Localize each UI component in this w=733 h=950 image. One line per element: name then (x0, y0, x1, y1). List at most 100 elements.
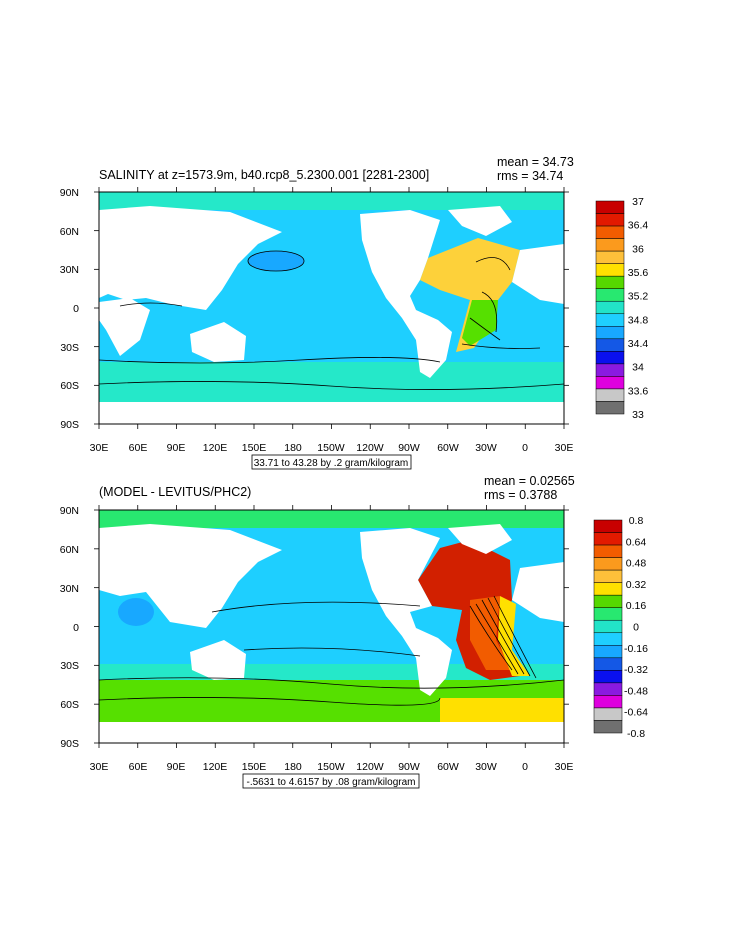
colorbar-swatch (593, 519, 623, 533)
colorbar-label: 36.4 (628, 220, 649, 232)
panel-2-contour-1 (211, 601, 421, 613)
panel-1-ytick-label: 90N (60, 187, 79, 199)
panel-1-land-eurasia (99, 206, 282, 310)
panel-1-atlantic-green (462, 300, 498, 346)
colorbar-label: -0.16 (624, 643, 648, 655)
colorbar-swatch (593, 720, 623, 734)
colorbar-swatch (593, 569, 623, 583)
panel-2-contour-3 (98, 677, 565, 706)
colorbar-swatch (593, 619, 623, 634)
panel-2-antarctica (99, 722, 564, 743)
colorbar-label: 33.6 (628, 385, 649, 397)
panel-1-xtick-label: 150W (317, 442, 345, 454)
panel-1-land-australia (190, 322, 246, 362)
panel-2-ytick-label: 30S (60, 660, 79, 672)
panel-2-south-yellow (440, 698, 564, 722)
panel-1-xtick-label: 0 (522, 442, 528, 454)
panel-1-rms: rms = 34.74 (497, 169, 563, 183)
panel-1-map (94, 187, 569, 429)
colorbar-swatch (593, 607, 623, 621)
panel-1-xtick-label: 90E (167, 442, 186, 454)
panel-1-contour-info: 33.71 to 43.28 by .2 gram/kilogram (254, 458, 409, 469)
colorbar-label: 34.4 (628, 338, 649, 350)
colorbar-swatch (593, 582, 623, 596)
panel-2-title: (MODEL - LEVITUS/PHC2) (99, 485, 251, 499)
colorbar-swatch (595, 225, 625, 239)
colorbar-swatch (595, 401, 625, 415)
panel-2-xtick-label: 30E (90, 761, 109, 773)
colorbar-swatch (593, 594, 623, 608)
panel-2-xtick-label: 60E (129, 761, 148, 773)
colorbar-label: 0.8 (629, 515, 644, 527)
panel-2-land-australia (190, 640, 246, 680)
panel-2-y-axis: 90N 60N 30N 0 30S 60S 90S (60, 505, 79, 750)
panel-1-y-axis: 90N 60N 30N 0 30S 60S 90S (60, 187, 79, 431)
panel-2-ytick-label: 0 (73, 622, 79, 634)
colorbar-swatch (593, 632, 623, 646)
panel-2-xtick-label: 150E (242, 761, 267, 773)
panel-2-ytick-label: 90N (60, 505, 79, 517)
colorbar-swatch (595, 363, 625, 377)
panel-2-ytick-label: 30N (60, 583, 79, 595)
colorbar-swatch (595, 338, 625, 352)
panel-1-antarctica (99, 402, 564, 424)
panel-2-xtick-label: 150W (317, 761, 345, 773)
panel-2-xtick-label: 90W (398, 761, 420, 773)
colorbar-label: 34.8 (628, 314, 649, 326)
panel-2-x-axis: 30E 60E 90E 120E 150E 180 150W 120W 90W … (90, 761, 574, 773)
colorbar-swatch (593, 532, 623, 546)
colorbar-swatch (593, 707, 623, 721)
colorbar-swatch (595, 250, 625, 264)
colorbar-swatch (595, 213, 625, 227)
colorbar-label: 35.2 (628, 291, 649, 303)
panel-1-mean: mean = 34.73 (497, 155, 574, 169)
panel-2-mean: mean = 0.02565 (484, 474, 575, 488)
colorbar-label: 37 (632, 196, 644, 208)
colorbar-label: -0.32 (624, 664, 648, 676)
panel-2-contour-atlantic (469, 595, 537, 679)
panel-1-ytick-label: 30N (60, 264, 79, 276)
colorbar-swatch (593, 670, 623, 684)
panel-2-ytick-label: 90S (60, 738, 79, 750)
panel-1-xtick-label: 30E (90, 442, 109, 454)
panel-2-contour-info: -.5631 to 4.6157 by .08 gram/kilogram (247, 777, 416, 788)
panel-2-land-europe (512, 562, 564, 622)
colorbar-swatch (595, 376, 625, 390)
panel-2-atlantic-orange (470, 596, 512, 670)
panel-1-xtick-label: 30W (475, 442, 497, 454)
colorbar-swatch (593, 657, 623, 671)
panel-1-title: SALINITY at z=1573.9m, b40.rcp8_5.2300.0… (99, 168, 429, 182)
panel-1-contour-south-1 (98, 357, 441, 364)
panel-1-xtick-label: 120E (203, 442, 228, 454)
panel-1-ytick-label: 60S (60, 380, 79, 392)
panel-1-xtick-label: 60E (129, 442, 148, 454)
colorbar-swatch (595, 263, 625, 277)
panel-1-colorbar: 37 36.4 36 35.6 35.2 34.8 34.4 34 33.6 33 (595, 196, 649, 421)
colorbar-swatch (593, 557, 623, 571)
panel-2-xtick-label: 90E (167, 761, 186, 773)
panel-2-colorbar: 0.8 0.64 0.48 0.32 0.16 0 -0.16 -0.32 -0.48 -0.64… (593, 515, 648, 740)
panel-2-ytick-label: 60S (60, 699, 79, 711)
panel-1-x-axis: 30E 60E 90E 120E 150E 180 150W 120W 90W … (90, 442, 574, 454)
colorbar-label: -0.48 (624, 685, 648, 697)
colorbar-label: 34 (632, 362, 644, 374)
colorbar-swatch (595, 326, 625, 340)
panel-1-land-greenland (448, 206, 512, 236)
panel-2-land-americas (360, 528, 452, 696)
colorbar-label: 0.48 (626, 558, 647, 570)
panel-1-ytick-label: 0 (73, 303, 79, 315)
colorbar-label: -0.64 (624, 707, 648, 719)
panel-2-info-box (242, 773, 420, 789)
panel-2-ytick-label: 60N (60, 544, 79, 556)
panel-1-atlantic-warm (420, 238, 520, 352)
panel-2-xtick-label: 120W (356, 761, 384, 773)
colorbar-label: 0 (633, 622, 639, 634)
colorbar-swatch (593, 645, 623, 659)
colorbar-label: 0.32 (626, 579, 647, 591)
panel-1-ytick-label: 60N (60, 226, 79, 238)
panel-1-xtick-label: 90W (398, 442, 420, 454)
colorbar-swatch (593, 682, 623, 696)
panel-2-xtick-label: 0 (522, 761, 528, 773)
panel-2: (MODEL - LEVITUS/PHC2) mean = 0.02565 rm… (60, 474, 648, 789)
colorbar-swatch (595, 300, 625, 315)
